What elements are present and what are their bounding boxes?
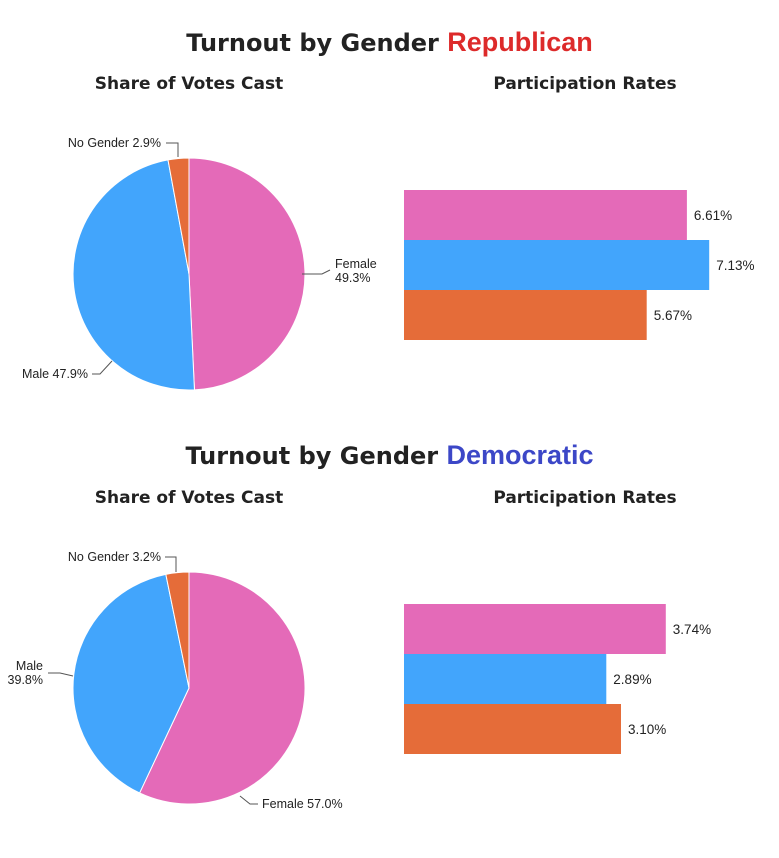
share-title: Share of Votes Cast [94,488,284,508]
panel-title-democratic: Turnout by Gender Democratic [0,440,779,471]
bar-no-gender [404,704,621,754]
bar-no-gender [404,290,647,340]
leader-line-no-gender [165,556,177,572]
bar-value-label-female: 6.61% [694,208,732,223]
pie-label-male: Male 39.8% [8,659,44,687]
rates-title: Participation Rates [493,74,677,94]
bar-value-label-male: 2.89% [613,672,651,687]
rates-title: Participation Rates [493,488,677,508]
pie-slice-no-gender [167,157,190,275]
leader-line-male [92,360,113,375]
pie-slice-no-gender [165,571,190,689]
pie-slice-male [72,573,190,794]
pie-slice-female [188,157,306,391]
leader-line-female [302,269,331,275]
pie-label-female: Female 49.3% [335,257,377,285]
panel-heading: Turnout by Gender [186,29,439,57]
leader-line-female [239,795,258,805]
bar-male [404,240,710,290]
pie-slice-male [72,159,195,391]
pie-label-no-gender: No Gender 3.2% [68,550,161,564]
bar-value-label-male: 7.13% [716,258,754,273]
panel-title-republican: Turnout by Gender Republican [0,27,779,58]
party-name: Democratic [446,440,594,470]
bar-female [404,604,666,654]
bar-value-label-no-gender: 3.10% [628,722,666,737]
share-title: Share of Votes Cast [94,74,284,94]
bar-value-label-no-gender: 5.67% [654,308,692,323]
pie-label-no-gender: No Gender 2.9% [68,136,161,150]
bar-female [404,190,687,240]
bar-value-label-female: 3.74% [673,622,711,637]
bar-male [404,654,607,704]
leader-line-no-gender [166,142,179,157]
panel-heading: Turnout by Gender [185,442,439,470]
pie-label-male: Male 47.9% [22,367,88,381]
leader-line-male [48,672,74,677]
party-name: Republican [447,27,593,57]
pie-slice-female [138,571,306,805]
pie-label-female: Female 57.0% [262,797,343,811]
